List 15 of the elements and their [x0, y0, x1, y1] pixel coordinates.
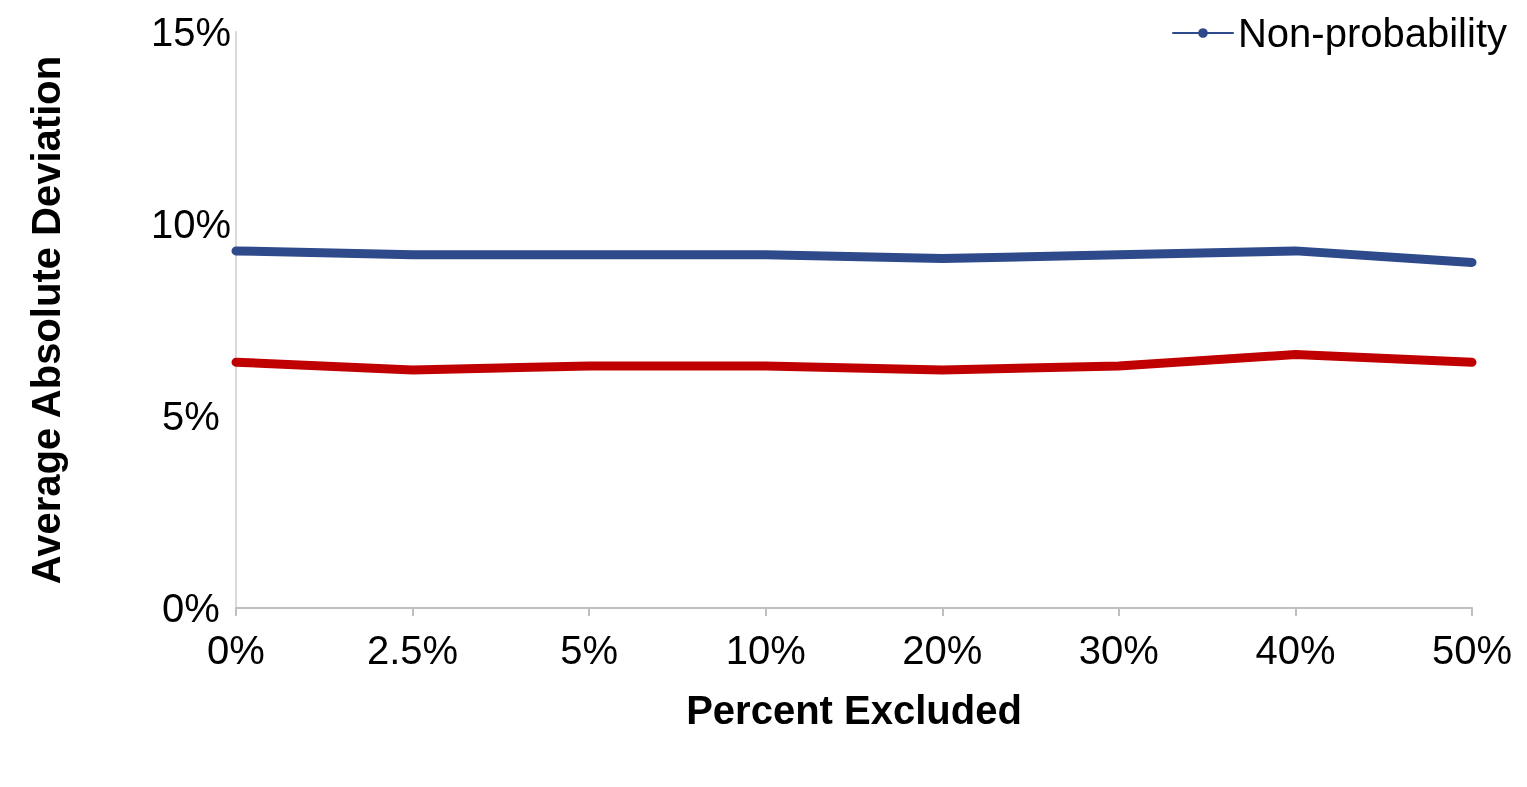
x-tick-label: 10%: [725, 628, 806, 672]
y-axis-title: Average Absolute Deviation: [24, 55, 68, 585]
x-tick-label: 50%: [1431, 628, 1513, 672]
x-tick-label: 5%: [560, 628, 619, 672]
y-tick-label: 5%: [162, 394, 220, 438]
x-tick-label: 30%: [1078, 628, 1159, 672]
x-axis-title: Percent Excluded: [686, 688, 1022, 732]
y-tick-label: 10%: [150, 202, 232, 246]
x-tick-label: 20%: [902, 628, 983, 672]
y-tick-label: 15%: [150, 10, 232, 54]
legend-label: Non-probability: [1237, 11, 1508, 55]
y-tick-label: 0%: [162, 586, 220, 630]
x-tick-label: 2.5%: [366, 628, 459, 672]
x-tick-label: 40%: [1255, 628, 1336, 672]
x-tick-label: 0%: [207, 628, 265, 672]
